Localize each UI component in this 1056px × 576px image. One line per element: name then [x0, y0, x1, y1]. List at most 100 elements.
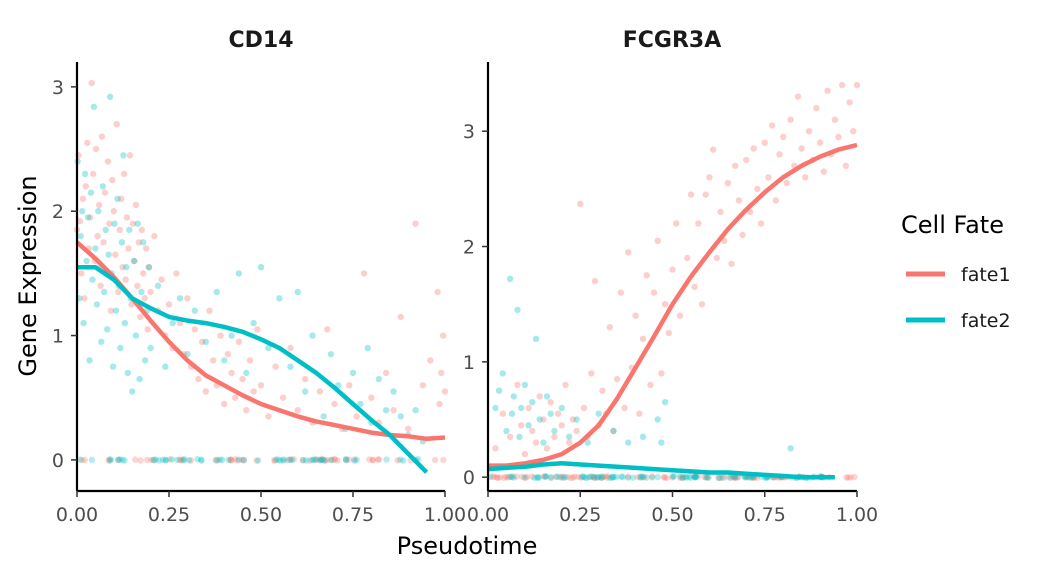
point-fate1	[842, 162, 850, 169]
point-fate1	[287, 344, 294, 352]
point-fate2	[140, 239, 147, 246]
point-fate2-zero	[506, 473, 513, 480]
point-fate2-zero	[691, 474, 698, 481]
point-fate2-zero	[609, 473, 616, 481]
point-fate2	[99, 183, 107, 190]
point-fate1	[138, 226, 145, 234]
point-fate1-zero	[731, 474, 738, 481]
point-fate1-zero	[334, 457, 341, 464]
point-fate1-zero	[518, 473, 526, 480]
point-fate1	[717, 208, 724, 216]
point-fate1-zero	[351, 456, 358, 463]
point-fate2-zero	[693, 473, 700, 480]
point-fate1-zero	[287, 456, 294, 463]
point-fate1	[195, 375, 202, 383]
point-fate2-zero	[162, 457, 169, 464]
point-fate1-zero	[843, 474, 850, 481]
point-fate2-zero	[686, 473, 693, 480]
point-fate1	[206, 307, 213, 314]
point-fate2	[547, 410, 554, 417]
point-fate2-zero	[583, 474, 590, 481]
point-fate2-zero	[619, 473, 626, 481]
point-fate1	[95, 201, 103, 209]
point-fate2	[154, 282, 162, 289]
ticks-cd14: 0.00 0.25 0.50 0.75 1.00 0 1 2 3	[52, 77, 466, 526]
point-fate2	[104, 326, 111, 333]
point-fate2	[506, 275, 514, 282]
panel-cd14: CD14 0.00 0.25 0.50 0.75 1.00 0 1 2 3	[52, 28, 466, 526]
point-fate2	[536, 416, 543, 423]
point-fate2-zero	[531, 474, 538, 481]
point-fate2	[89, 276, 96, 283]
point-fate1-zero	[541, 473, 549, 480]
point-fate1	[577, 200, 584, 207]
point-fate1-zero	[523, 473, 531, 480]
point-fate1	[518, 422, 525, 429]
point-fate2	[105, 251, 112, 258]
point-fate1-zero	[321, 457, 328, 464]
point-fate2	[121, 319, 128, 327]
point-fate2-zero	[216, 456, 224, 463]
point-fate2	[147, 344, 154, 352]
point-fate1	[599, 387, 606, 394]
point-fate1	[757, 220, 765, 227]
point-fate1	[250, 388, 257, 395]
point-fate2-zero	[591, 474, 598, 481]
point-fate2	[543, 393, 551, 400]
point-fate1	[353, 413, 360, 420]
point-fate1	[122, 276, 129, 283]
point-fate1	[739, 231, 746, 239]
point-fate2-zero	[560, 474, 567, 481]
point-fate2	[79, 208, 86, 215]
point-fate1-zero	[845, 474, 852, 481]
point-fate1	[104, 158, 112, 165]
point-fate1-zero	[625, 473, 632, 480]
point-fate2	[661, 399, 669, 406]
point-fate1-zero	[677, 474, 684, 481]
point-fate1	[324, 326, 331, 333]
point-fate1	[492, 445, 499, 452]
point-fate2-zero	[273, 456, 280, 463]
point-fate1-zero	[306, 457, 313, 464]
point-fate1	[562, 381, 569, 389]
point-fate2-zero	[719, 474, 726, 481]
point-fate2-zero	[692, 473, 700, 480]
point-fate2-zero	[240, 456, 248, 464]
point-fate2-zero	[310, 456, 317, 463]
point-fate2-zero	[683, 474, 690, 481]
point-fate2-zero	[594, 473, 601, 481]
point-fate2-zero	[679, 474, 687, 481]
point-fate1	[173, 270, 180, 277]
point-fate2-zero	[185, 457, 193, 464]
point-fate2	[138, 288, 145, 296]
point-fate1-zero	[600, 473, 607, 481]
point-fate2	[516, 433, 523, 440]
point-fate1	[158, 276, 165, 283]
point-fate1	[360, 270, 368, 277]
point-fate1	[636, 410, 643, 417]
point-fate1-zero	[528, 473, 536, 480]
point-fate1	[412, 220, 419, 227]
point-fate2-zero	[351, 457, 358, 464]
point-fate1	[191, 326, 198, 333]
point-fate1-zero	[431, 456, 439, 464]
point-fate1	[113, 121, 120, 128]
point-fate1	[521, 450, 529, 458]
point-fate1	[294, 407, 301, 414]
y-tick-label: 0	[52, 450, 64, 472]
point-fate1	[735, 197, 743, 204]
point-fate1	[116, 226, 123, 234]
point-fate2	[129, 388, 136, 395]
point-fate1	[499, 410, 506, 417]
point-fate2	[320, 413, 327, 420]
x-tick-label: 0.75	[332, 504, 374, 526]
point-fate2	[132, 332, 140, 339]
point-fate2-zero	[198, 456, 205, 463]
point-fate1	[787, 116, 794, 123]
point-fate1	[591, 277, 599, 285]
point-fate1-zero	[504, 474, 511, 481]
point-fate2	[525, 422, 532, 429]
ticks-fcgr3a: 0.00 0.25 0.50 0.75 1.00 0 1 2 3	[463, 121, 878, 526]
point-fate1	[210, 357, 217, 364]
point-fate1	[217, 332, 224, 339]
